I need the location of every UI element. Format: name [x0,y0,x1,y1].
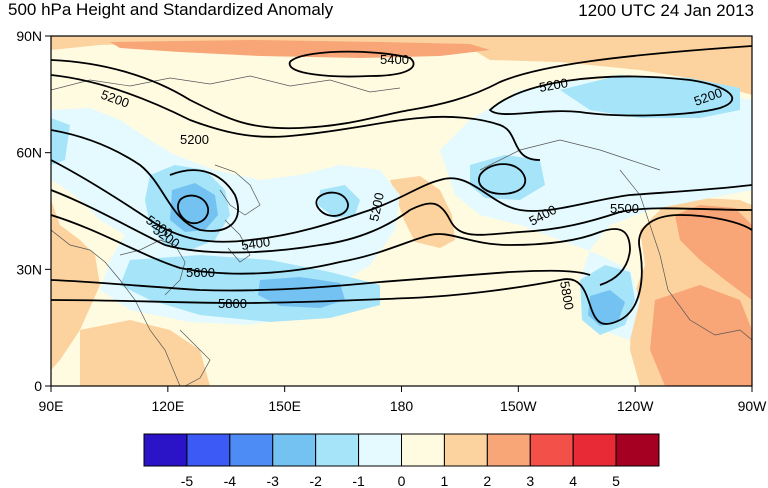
lat-tick-label: 90N [16,28,42,44]
contour-label: 5200 [538,75,569,95]
contour-5200-lowcenter-inner [177,194,209,225]
anomaly-pos-region [80,320,210,386]
valid-time: 1200 UTC 24 Jan 2013 [578,1,754,20]
contour-5800-south [51,214,752,325]
coastline-kamchatka [214,164,261,216]
colorbar-swatch [186,433,231,467]
colorbar-swatch [315,433,360,467]
lon-tick-label: 120W [617,398,654,414]
lon-tick-label: 150E [268,398,301,414]
anomaly-pos-strong [110,40,490,58]
contour-5600 [51,214,631,286]
lon-tick-label: 90W [738,398,768,414]
colorbar-label: 3 [526,473,534,488]
colorbar-swatch [272,433,317,467]
map-title: 500 hPa Height and Standardized Anomaly [8,0,334,19]
colorbar-swatch [229,433,274,467]
anomaly-pos-strong [650,285,752,386]
anomaly-pos-strong [675,205,752,300]
coastline-islands [179,329,211,386]
colorbar-swatch [615,433,660,467]
contour-5200-small-low [315,191,349,217]
lon-tick-label: 180 [390,398,414,414]
contour-5400-bering [477,163,526,195]
contour-5200-upper [488,75,733,117]
coastline-japan [224,219,251,263]
colorbar-swatch [143,433,188,467]
lat-tick-label: 0 [34,378,42,394]
contour-label: 5200 [180,132,209,147]
contour-label: 5500 [610,201,639,216]
contour-5800-north [51,269,591,292]
colorbar-swatch [572,433,617,467]
coastline-alaska [479,139,661,171]
colorbar-swatch [486,433,531,467]
colorbar-label: -5 [181,473,194,488]
colorbar-label: 2 [483,473,491,488]
coastline-asia [51,229,181,386]
anomaly-pos-region [51,36,752,95]
colorbar-label: 5 [612,473,620,488]
coastline-north-america [619,169,752,341]
anomaly-shading: 5400 5200 5200 5200 5200 5200 5200 5400 … [51,36,752,386]
anomaly-neg-strong [588,290,625,326]
colorbar-swatch [443,433,488,467]
contour-5200-mid [51,74,541,161]
colorbar-label: -2 [309,473,322,488]
contour-label: 5200 [366,191,387,222]
coastline-arctic [51,75,401,93]
contour-label: 5600 [186,265,215,280]
lat-tick-label: 30N [16,261,42,277]
anomaly-pos-region [51,200,100,370]
contour-5200-lowcenter [51,129,239,232]
contour-label: 5400 [380,52,409,67]
colorbar-label: 1 [441,473,449,488]
latitude-axis: 90N 60N 30N 0 [16,28,51,394]
contour-5200-north [51,45,752,130]
colorbar-label: -1 [352,473,365,488]
lon-tick-label: 90E [39,398,64,414]
lon-tick-label: 150W [500,398,537,414]
colorbar-label: 4 [569,473,577,488]
colorbar-label: 0 [398,473,406,488]
contour-label: 5800 [218,296,247,311]
height-contours [51,45,752,325]
anomaly-neg-strong [258,277,345,308]
colorbar-label: -4 [224,473,237,488]
colorbar-label: -3 [267,473,280,488]
colorbar-swatch [529,433,574,467]
anomaly-neg-medium [560,75,740,118]
contour-label: 5400 [240,234,271,253]
anomaly-colorbar: -5 -4 -3 -2 -1 0 1 2 3 4 5 [143,433,660,488]
colorbar-swatch [401,433,445,467]
anomaly-neg-region [440,80,752,340]
contour-label: 5800 [557,280,577,311]
colorbar-swatch [358,433,403,467]
longitude-axis: 90E 120E 150E 180 150W 120W 90W [39,386,768,414]
contour-5400-polar [289,50,415,78]
contour-5400 [51,159,752,243]
coastlines [51,75,752,386]
lat-tick-label: 60N [16,145,42,161]
anomaly-neg-medium [470,155,545,200]
lon-tick-label: 120E [151,398,184,414]
coastline-china [119,239,186,296]
contour-5500 [51,189,752,254]
anomaly-neg-medium [51,118,70,165]
